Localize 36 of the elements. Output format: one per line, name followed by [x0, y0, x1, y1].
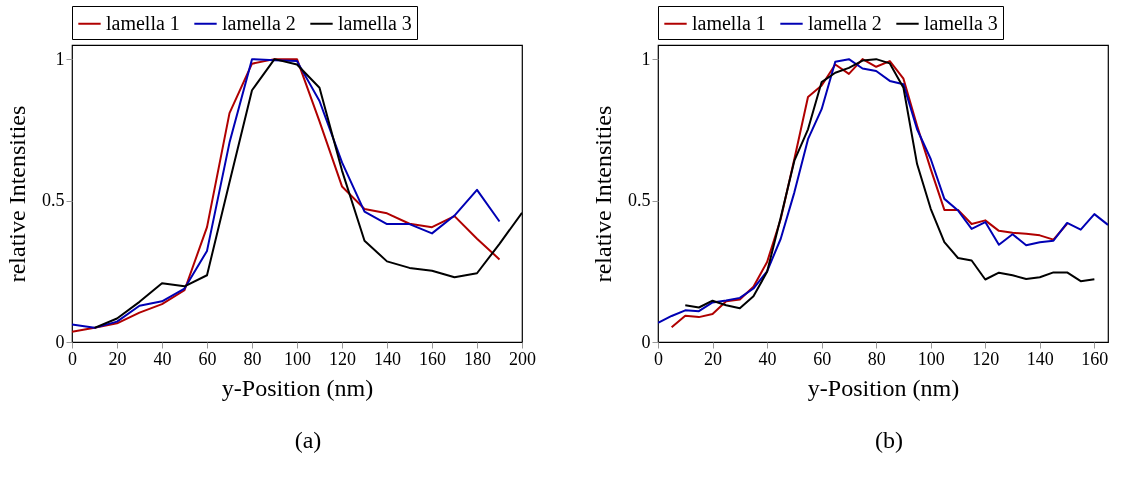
x-axis-title: y-Position (nm) — [807, 374, 960, 401]
x-tick-label: 140 — [374, 348, 401, 369]
x-tick-label: 100 — [917, 348, 945, 369]
x-tick-label: 120 — [329, 348, 356, 369]
x-tick-label: 160 — [1081, 348, 1109, 369]
legend-label: lamella 3 — [924, 11, 998, 34]
y-tick-label: 1 — [55, 48, 65, 69]
x-tick-label: 100 — [284, 348, 311, 369]
legend-label: lamella 1 — [106, 11, 180, 34]
x-tick-label: 40 — [153, 348, 172, 369]
y-tick-label: 0.5 — [42, 190, 65, 211]
x-tick-label: 60 — [813, 348, 832, 369]
legend-label: lamella 2 — [222, 11, 296, 34]
y-tick-label: 1 — [641, 48, 651, 69]
x-tick-label: 140 — [1026, 348, 1054, 369]
x-tick-label: 80 — [243, 348, 262, 369]
x-tick-label: 60 — [198, 348, 217, 369]
x-tick-label: 20 — [704, 348, 723, 369]
x-axis-title: y-Position (nm) — [221, 374, 374, 401]
y-tick-label: 0.5 — [628, 190, 651, 211]
x-tick-label: 120 — [972, 348, 1000, 369]
text: (a) — [293, 427, 323, 454]
x-tick-label: 40 — [758, 348, 777, 369]
text: (b) — [874, 427, 904, 454]
x-tick-label: 80 — [867, 348, 886, 369]
x-tick-label: 160 — [419, 348, 446, 369]
x-tick-label: 180 — [464, 348, 491, 369]
y-axis-title: relative Intensities — [4, 105, 30, 283]
y-axis-title: relative Intensities — [590, 105, 616, 283]
legend-label: lamella 1 — [692, 11, 766, 34]
x-tick-label: 20 — [108, 348, 127, 369]
y-tick-label: 0 — [55, 331, 65, 352]
legend-label: lamella 3 — [338, 11, 412, 34]
legend-label: lamella 2 — [808, 11, 882, 34]
y-tick-label: 0 — [641, 331, 651, 352]
x-tick-label: 200 — [509, 348, 536, 369]
